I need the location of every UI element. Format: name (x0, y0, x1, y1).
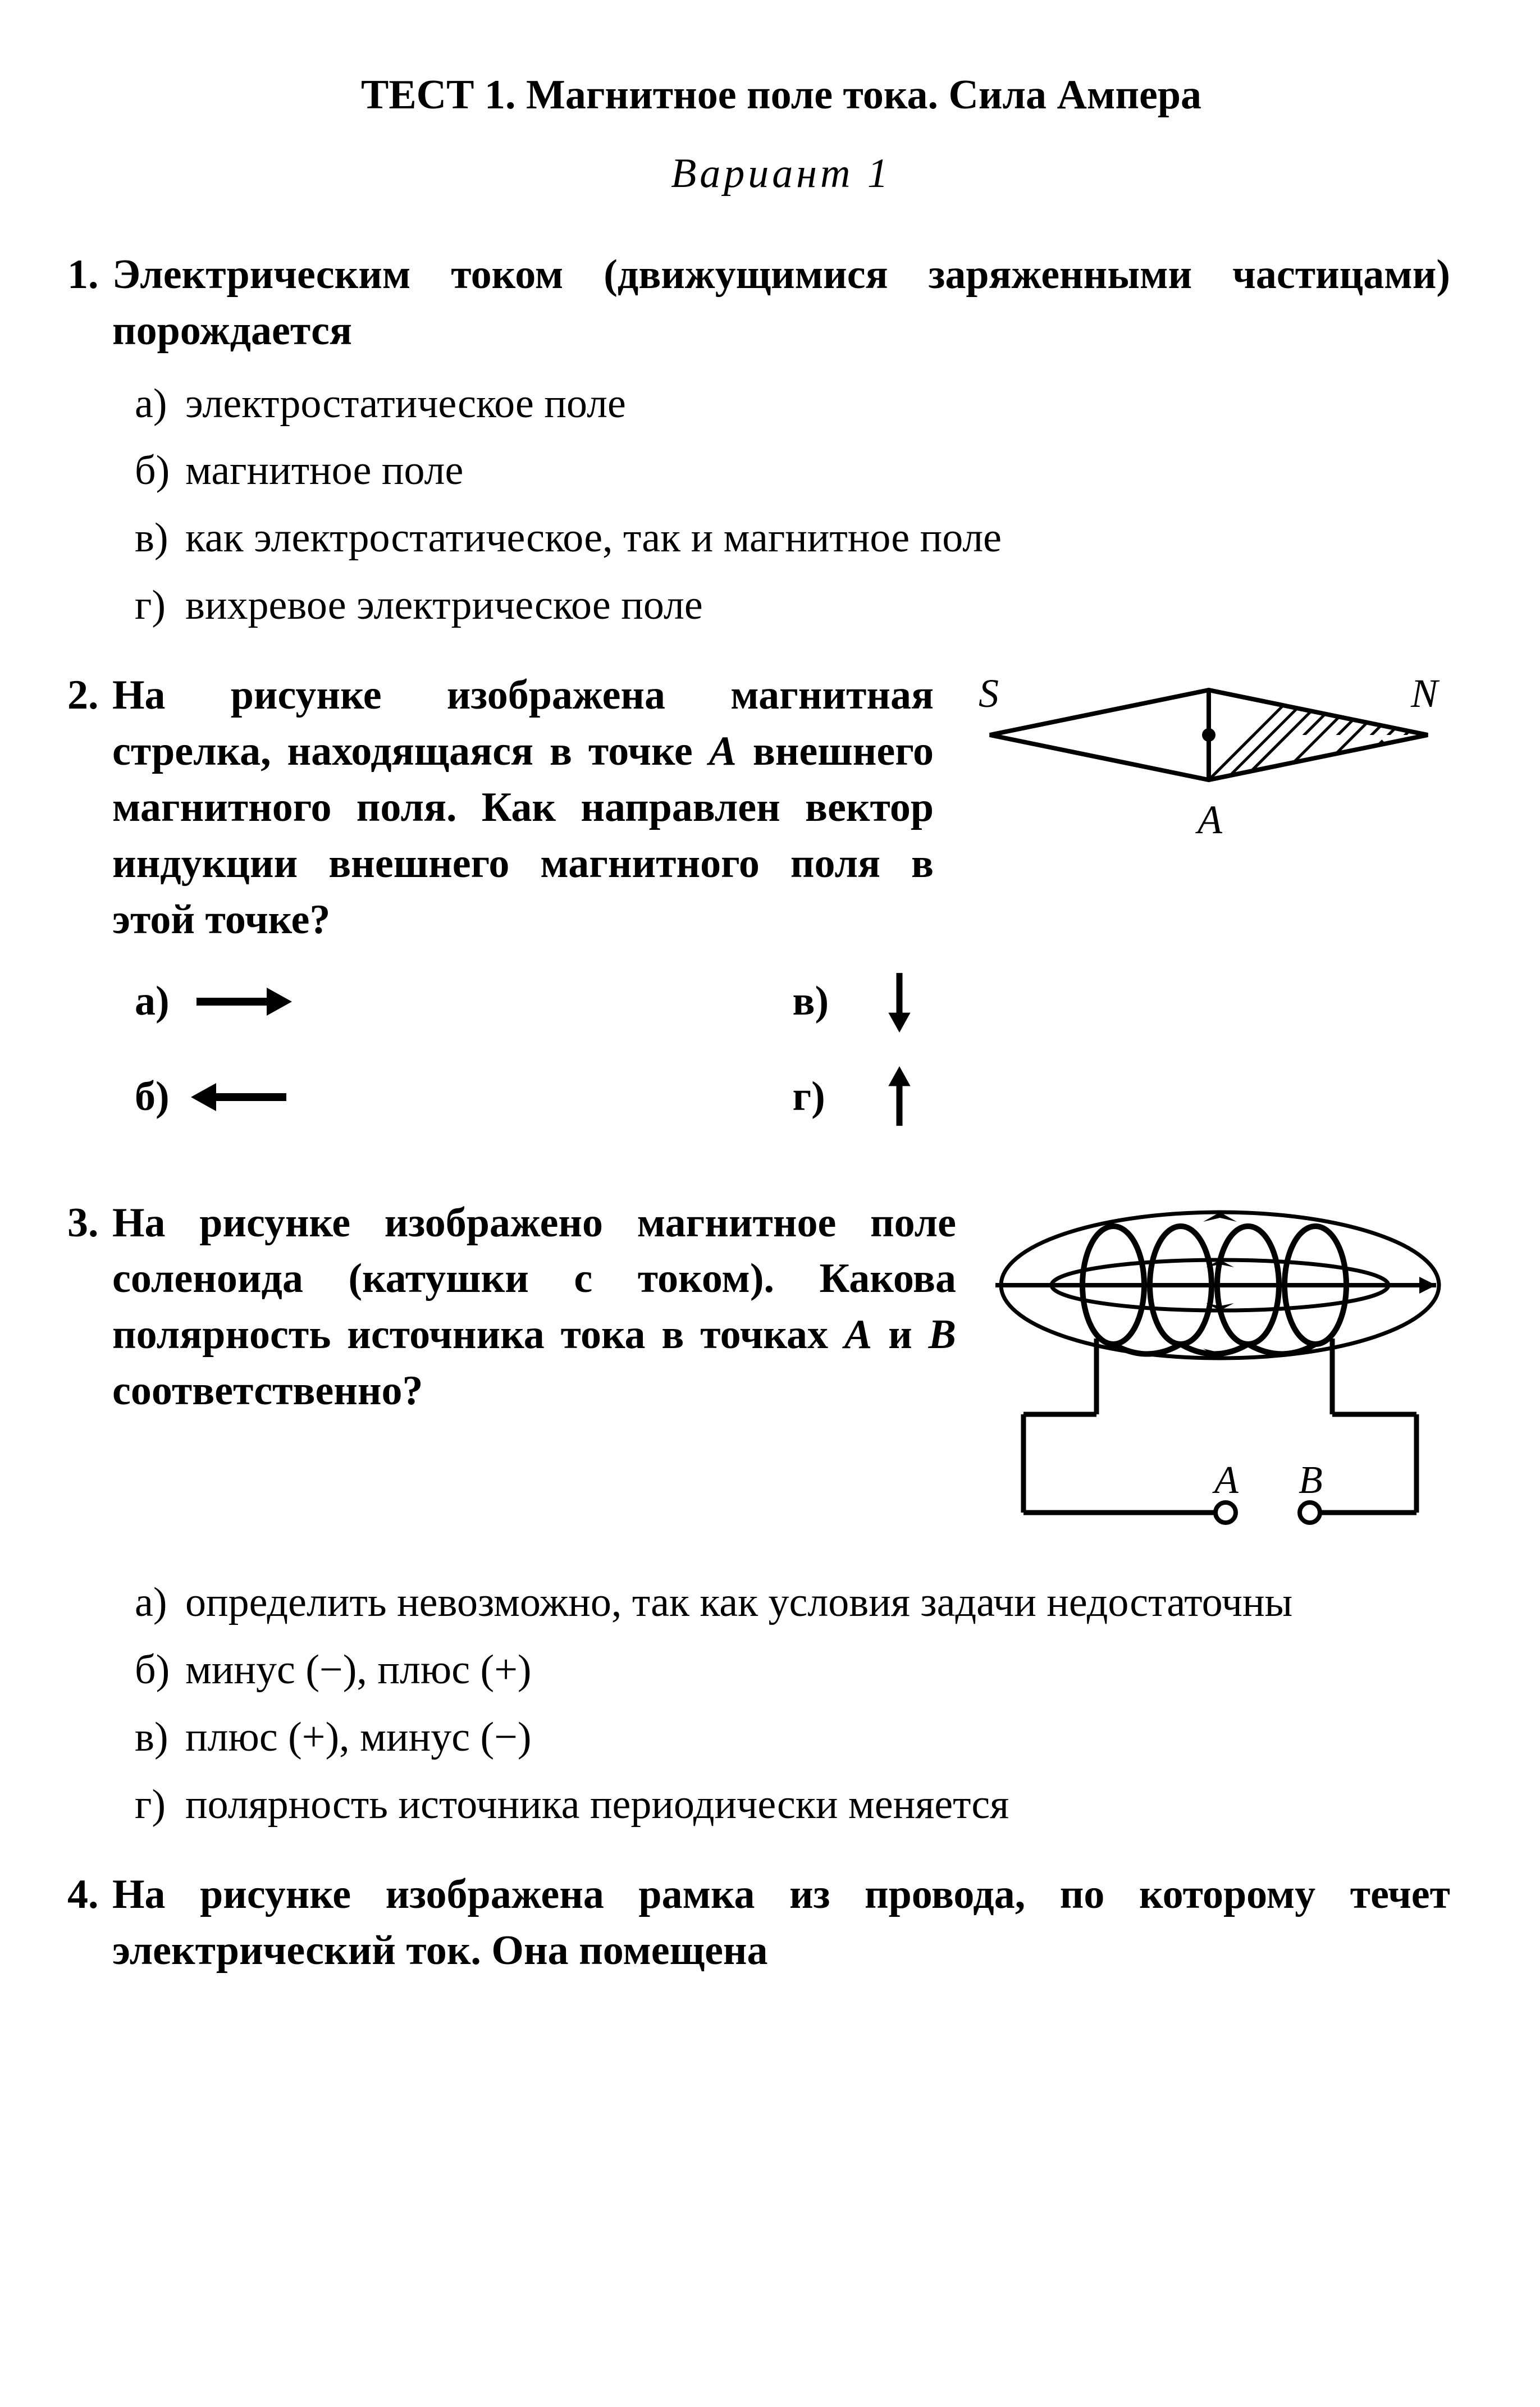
question-1: 1. Электрическим током (движущимися заря… (112, 247, 1450, 634)
q3-opt-a-label: а) (135, 1575, 185, 1631)
q2-fig-label-N: N (1410, 671, 1440, 716)
q3-options: а)определить невозможно, так как условия… (112, 1575, 1450, 1833)
q3-opt-g: полярность источника периодически меняет… (185, 1777, 1450, 1833)
q3-opt-a: определить невозможно, так как условия з… (185, 1575, 1450, 1631)
page: ТЕСТ 1. Магнитное поле тока. Сила Ампера… (0, 0, 1540, 2069)
q2-fig-label-A: A (1195, 797, 1223, 842)
q2-opt-b-label: б) (135, 1069, 191, 1125)
arrow-right-icon (191, 971, 292, 1033)
q3-opt-b-label: б) (135, 1642, 185, 1698)
q2-opt-a-label: а) (135, 974, 191, 1030)
q1-opt-a-label: а) (135, 376, 185, 432)
q3-opt-g-label: г) (135, 1777, 185, 1833)
q2-text: На рисунке изображена магнитная стрелка,… (112, 668, 934, 948)
question-3: 3. На рисунке изображено магнитное поле … (112, 1195, 1450, 1833)
question-4: 4. На рисунке изображена рамка из провод… (112, 1867, 1450, 1979)
variant-subtitle: Вариант 1 (112, 146, 1450, 202)
q1-options: а)электростатическое поле б)магнитное по… (112, 376, 1450, 634)
q2-text-A: A (709, 728, 737, 774)
q1-opt-g-label: г) (135, 578, 185, 634)
q1-opt-v-label: в) (135, 510, 185, 567)
arrow-up-icon (849, 1066, 950, 1128)
q2-opt-v-label: в) (793, 974, 849, 1030)
q1-opt-b: магнитное поле (185, 443, 1450, 499)
q1-opt-g: вихревое электрическое поле (185, 578, 1450, 634)
question-2: 2. На рисунке изображена магнитная стрел… (112, 668, 1450, 1161)
q3-text-p2: соответственно? (112, 1368, 423, 1414)
q3-text-B: B (929, 1312, 956, 1358)
q3-figure: A B (990, 1195, 1450, 1559)
q1-opt-v: как электростатическое, так и магнитное … (185, 510, 1450, 567)
q1-opt-a: электростатическое поле (185, 376, 1450, 432)
q1-number: 1. (67, 247, 112, 303)
q3-text-A: A (844, 1312, 872, 1358)
q1-opt-b-label: б) (135, 443, 185, 499)
q2-number: 2. (67, 668, 112, 724)
q2-fig-label-S: S (979, 671, 999, 716)
q3-text: На рисунке изображено магнитное поле сол… (112, 1195, 956, 1420)
q2-options: а) в) б) г) (112, 971, 1450, 1162)
q1-text: Электрическим током (движущимися заряжен… (112, 247, 1450, 359)
arrow-down-icon (849, 971, 950, 1033)
test-title: ТЕСТ 1. Магнитное поле тока. Сила Ампера (112, 67, 1450, 124)
q4-number: 4. (67, 1867, 112, 1923)
q3-number: 3. (67, 1195, 112, 1252)
q3-text-and: и (872, 1312, 928, 1358)
q3-text-p1: На рисунке изображено магнитное поле сол… (112, 1200, 956, 1358)
arrow-left-icon (191, 1066, 292, 1128)
q3-fig-label-A: A (1212, 1459, 1239, 1502)
q3-opt-b: минус (−), плюс (+) (185, 1642, 1450, 1698)
q3-opt-v-label: в) (135, 1710, 185, 1766)
q3-opt-v: плюс (+), минус (−) (185, 1710, 1450, 1766)
q3-fig-label-B: B (1299, 1459, 1323, 1502)
q2-figure: S N A (967, 668, 1450, 948)
q2-opt-g-label: г) (793, 1069, 849, 1125)
q4-text: На рисунке изображена рамка из провода, … (112, 1867, 1450, 1979)
